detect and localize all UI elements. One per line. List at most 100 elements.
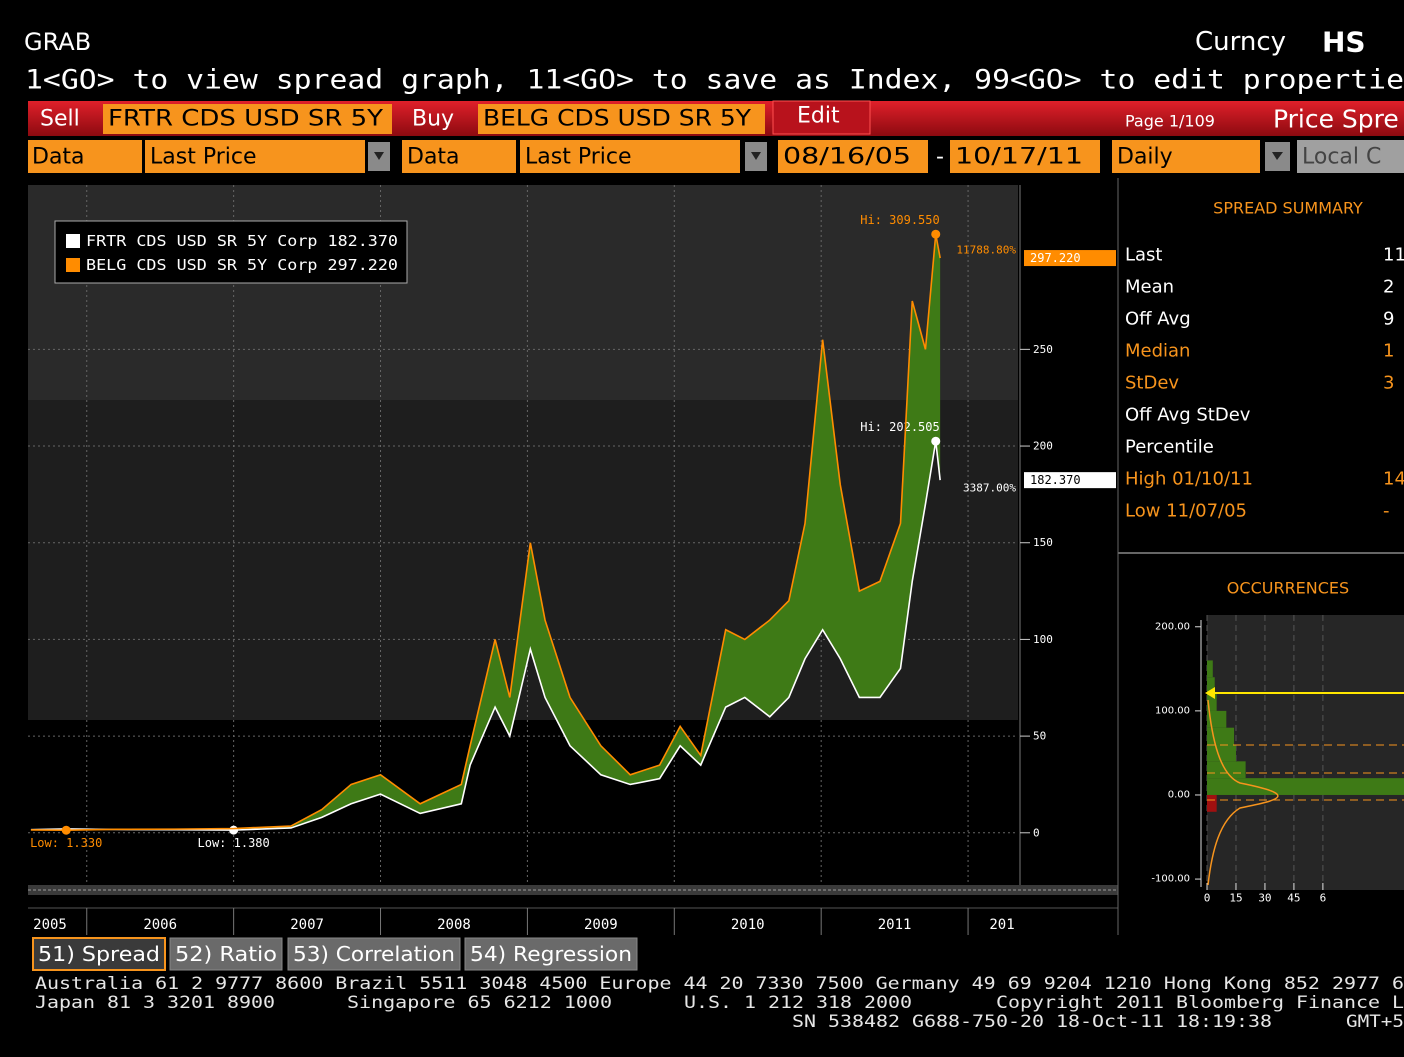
last-value-label: 297.220 [1030, 251, 1081, 265]
last-value-tag [1024, 472, 1116, 489]
end-date[interactable]: 10/17/11 [955, 145, 1083, 170]
summary-value: 2 [1383, 277, 1394, 298]
dropdown-arrow [1272, 152, 1283, 160]
x-tick-label: 201 [989, 917, 1014, 933]
tab-label[interactable]: 53) Correlation [293, 942, 455, 966]
y-tick-label: 100 [1033, 633, 1053, 646]
summary-label: Median [1125, 341, 1190, 362]
code: HS [1322, 26, 1366, 59]
footer-line: GMT+5 [1346, 1012, 1404, 1032]
start-date-box[interactable] [778, 140, 928, 173]
buy-data-label: Data [407, 145, 460, 170]
frequency-box[interactable] [1112, 140, 1260, 173]
summary-value: - [1383, 501, 1390, 522]
sell-label: Sell [40, 107, 80, 132]
x-tick-label: 2007 [290, 917, 324, 933]
footer-line: Singapore 65 6212 1000 [347, 993, 612, 1013]
sell-field[interactable] [103, 104, 392, 134]
low-label: Low: 1.380 [198, 836, 270, 850]
summary-label: Mean [1125, 277, 1174, 298]
low-marker [61, 825, 71, 835]
screen-name: GRAB [24, 28, 91, 56]
start-date[interactable]: 08/16/05 [783, 145, 911, 170]
summary-label: Percentile [1125, 437, 1214, 458]
high-marker [931, 229, 941, 239]
currency-box[interactable] [1297, 140, 1404, 173]
sell-field[interactable]: Last Price [150, 145, 257, 170]
footer-line: SN 538482 G688-750-20 18-Oct-11 18:19:38 [792, 1012, 1272, 1032]
histogram-bar [1207, 727, 1235, 745]
footer-line: U.S. 1 212 318 2000 [684, 993, 912, 1013]
change-label: 11788.80% [956, 244, 1016, 257]
sell-security[interactable]: FRTR CDS USD SR 5Y [108, 107, 384, 132]
tab-label[interactable]: 52) Ratio [175, 942, 277, 966]
x-tick-label: 2009 [584, 917, 618, 933]
instructions: 1<GO> to view spread graph, 11<GO> to sa… [25, 65, 1404, 96]
tab[interactable] [287, 937, 461, 971]
end-date-box[interactable] [950, 140, 1100, 173]
x-tick-label: 2010 [731, 917, 765, 933]
low-label: Low: 1.330 [30, 836, 102, 850]
tab[interactable] [169, 937, 283, 971]
histogram-bar [1207, 744, 1236, 762]
buy-security[interactable]: BELG CDS USD SR 5Y [483, 107, 752, 132]
edit-button[interactable] [772, 100, 871, 135]
summary-label: Off Avg [1125, 309, 1191, 330]
last-value-tag [1024, 250, 1116, 267]
summary-title: SPREAD SUMMARY [1213, 199, 1363, 218]
y-tick-label: 200.00 [1155, 621, 1190, 632]
x-tick-label: 30 [1258, 892, 1271, 905]
histogram-bar [1207, 677, 1215, 695]
y-tick-label: 0 [1033, 826, 1040, 839]
sell-data-label: Data [32, 145, 85, 170]
tab[interactable] [464, 937, 638, 971]
histogram-title: OCCURRENCES [1227, 579, 1349, 598]
y-tick-label: 0.00 [1168, 789, 1190, 800]
footer-line: Australia 61 2 9777 8600 Brazil 5511 304… [35, 974, 1404, 994]
histogram-bar [1207, 778, 1404, 795]
distribution-curve [1207, 699, 1279, 886]
x-tick-label: 6 [1320, 892, 1327, 905]
currency[interactable]: Local C [1302, 145, 1381, 170]
low-marker [229, 825, 239, 835]
x-tick-label: 0 [1204, 892, 1211, 905]
histogram-bar [1207, 710, 1227, 728]
y-tick-label: 200 [1033, 440, 1053, 453]
buy-data-box [402, 140, 516, 173]
tab[interactable] [32, 937, 166, 971]
summary-label: Off Avg StDev [1125, 405, 1251, 426]
sell-field-box[interactable] [145, 140, 365, 173]
buy-field-box[interactable] [520, 140, 740, 173]
change-label: 3387.00% [963, 482, 1016, 495]
x-tick-label: 2006 [143, 917, 177, 933]
x-tick-label: 2005 [33, 917, 67, 933]
x-tick-label: 45 [1287, 892, 1300, 905]
summary-label: Low 11/07/05 [1125, 501, 1247, 522]
summary-value: 11 [1383, 245, 1404, 266]
view-name: Price Spre [1273, 105, 1399, 134]
high-label: Hi: 309.550 [860, 213, 939, 227]
spread-chart: 0 50 100 150 200 250 2005 2006 2007 2008 2009 2010 2… [28, 185, 1116, 935]
buy-field[interactable]: Last Price [525, 145, 632, 170]
dropdown-arrow [374, 152, 384, 160]
tab-label[interactable]: 51) Spread [38, 942, 160, 966]
market: Curncy [1195, 27, 1286, 57]
edit-label[interactable]: Edit [797, 104, 840, 129]
summary-label: Last [1125, 245, 1163, 266]
summary-value: 1 [1383, 341, 1394, 362]
legend-label: BELG CDS USD SR 5Y Corp 297.220 [86, 256, 398, 274]
tab-label[interactable]: 54) Regression [470, 942, 632, 966]
x-tick-label: 2008 [437, 917, 471, 933]
y-tick-label: -100.00 [1151, 874, 1190, 885]
occurrences-chart: OCCURRENCES 0 15 30 45 6 200.00 100.00 0.00 -100.… [1151, 579, 1404, 905]
buy-field[interactable] [478, 104, 765, 134]
x-tick-label: 15 [1229, 892, 1242, 905]
footer-line: Copyright 2011 Bloomberg Finance L [996, 993, 1404, 1013]
summary-label: StDev [1125, 373, 1179, 394]
histogram-bar [1207, 660, 1213, 678]
y-tick-label: 100.00 [1155, 705, 1190, 716]
spread-fill [30, 234, 941, 831]
frequency[interactable]: Daily [1117, 145, 1173, 170]
y-tick-label: 250 [1033, 343, 1053, 356]
